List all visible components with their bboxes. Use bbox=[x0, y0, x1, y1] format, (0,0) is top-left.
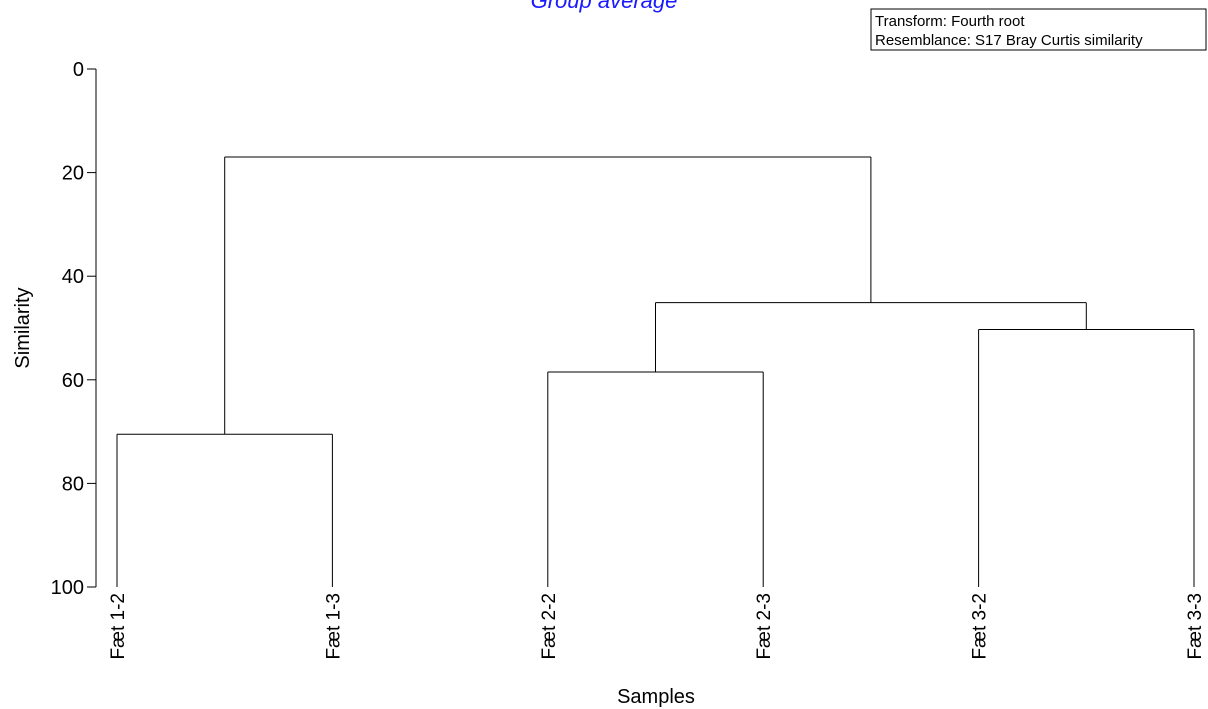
y-tick-label: 60 bbox=[62, 370, 84, 392]
leaf-label: Fæt 2-3 bbox=[754, 593, 775, 660]
leaf-labels: Fæt 1-2 Fæt 1-3 Fæt 2-2 Fæt 2-3 Fæt 3-2 Fæt 3… bbox=[108, 593, 1206, 660]
leaf-label: Fæt 3-2 bbox=[970, 593, 991, 660]
y-ticks: 0 20 40 60 80 100 bbox=[51, 59, 96, 599]
y-tick-label: 80 bbox=[62, 473, 84, 495]
legend-box: Transform: Fourth root Resemblance: S17 … bbox=[870, 8, 1207, 51]
x-axis-title: Samples bbox=[617, 686, 695, 708]
y-tick-label: 100 bbox=[51, 577, 84, 599]
leaf-label: Fæt 1-2 bbox=[108, 593, 129, 660]
y-axis-title: Similarity bbox=[12, 287, 34, 368]
y-tick-label: 40 bbox=[62, 266, 84, 288]
legend-transform: Transform: Fourth root bbox=[875, 13, 1025, 30]
leaf-label: Fæt 2-2 bbox=[539, 593, 560, 660]
y-tick-label: 0 bbox=[73, 59, 84, 81]
legend-border bbox=[870, 8, 1207, 51]
dendrogram-branches bbox=[116, 156, 1195, 587]
y-tick-label: 20 bbox=[62, 163, 84, 185]
leaf-label: Fæt 1-3 bbox=[323, 593, 344, 660]
chart-title: Group average bbox=[531, 0, 678, 13]
legend-resemblance: Resemblance: S17 Bray Curtis similarity bbox=[875, 32, 1143, 49]
leaf-label: Fæt 3-3 bbox=[1185, 593, 1206, 660]
